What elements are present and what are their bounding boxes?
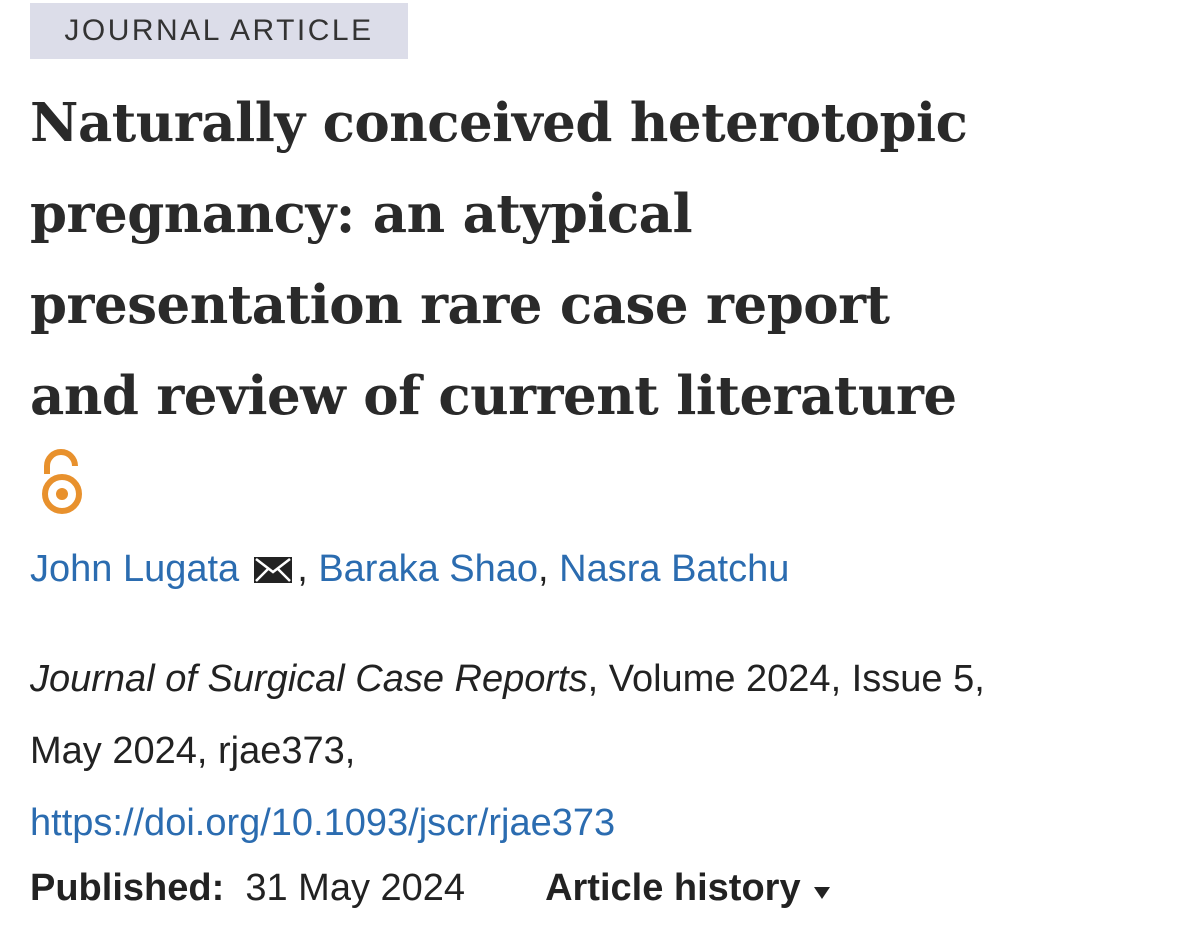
email-icon[interactable] xyxy=(253,556,293,584)
article-type-badge: JOURNAL ARTICLE xyxy=(30,3,408,59)
author-separator: , xyxy=(297,548,308,590)
author-list: John Lugata, Baraka Shao, Nasra Batchu xyxy=(30,548,789,591)
title-line: pregnancy: an atypical xyxy=(30,183,693,245)
doi-link[interactable]: https://doi.org/10.1093/jscr/rjae373 xyxy=(30,802,616,844)
article-title: Naturally conceived heterotopic pregnancy… xyxy=(30,78,968,442)
title-line: presentation rare case report xyxy=(30,274,890,336)
citation: Journal of Surgical Case Reports, Volume… xyxy=(30,643,985,859)
open-access-icon xyxy=(42,449,82,514)
journal-name: Journal of Surgical Case Reports xyxy=(30,658,588,700)
published-date: 31 May 2024 xyxy=(245,867,466,909)
publication-info: Published: 31 May 2024 Article history xyxy=(30,867,833,910)
citation-details: , Volume 2024, Issue 5, xyxy=(587,658,985,700)
dropdown-arrow[interactable] xyxy=(811,882,833,902)
author-link[interactable]: Nasra Batchu xyxy=(559,548,790,590)
author-separator: , xyxy=(538,548,549,590)
author-link[interactable]: John Lugata xyxy=(30,548,240,590)
title-line: and review of current literature xyxy=(30,365,957,427)
citation-date: May 2024, rjae373, xyxy=(30,730,356,772)
author-link[interactable]: Baraka Shao xyxy=(318,548,539,590)
published-label: Published: xyxy=(30,867,225,909)
title-line: Naturally conceived heterotopic xyxy=(30,92,968,154)
article-history[interactable]: Article history xyxy=(545,867,801,909)
